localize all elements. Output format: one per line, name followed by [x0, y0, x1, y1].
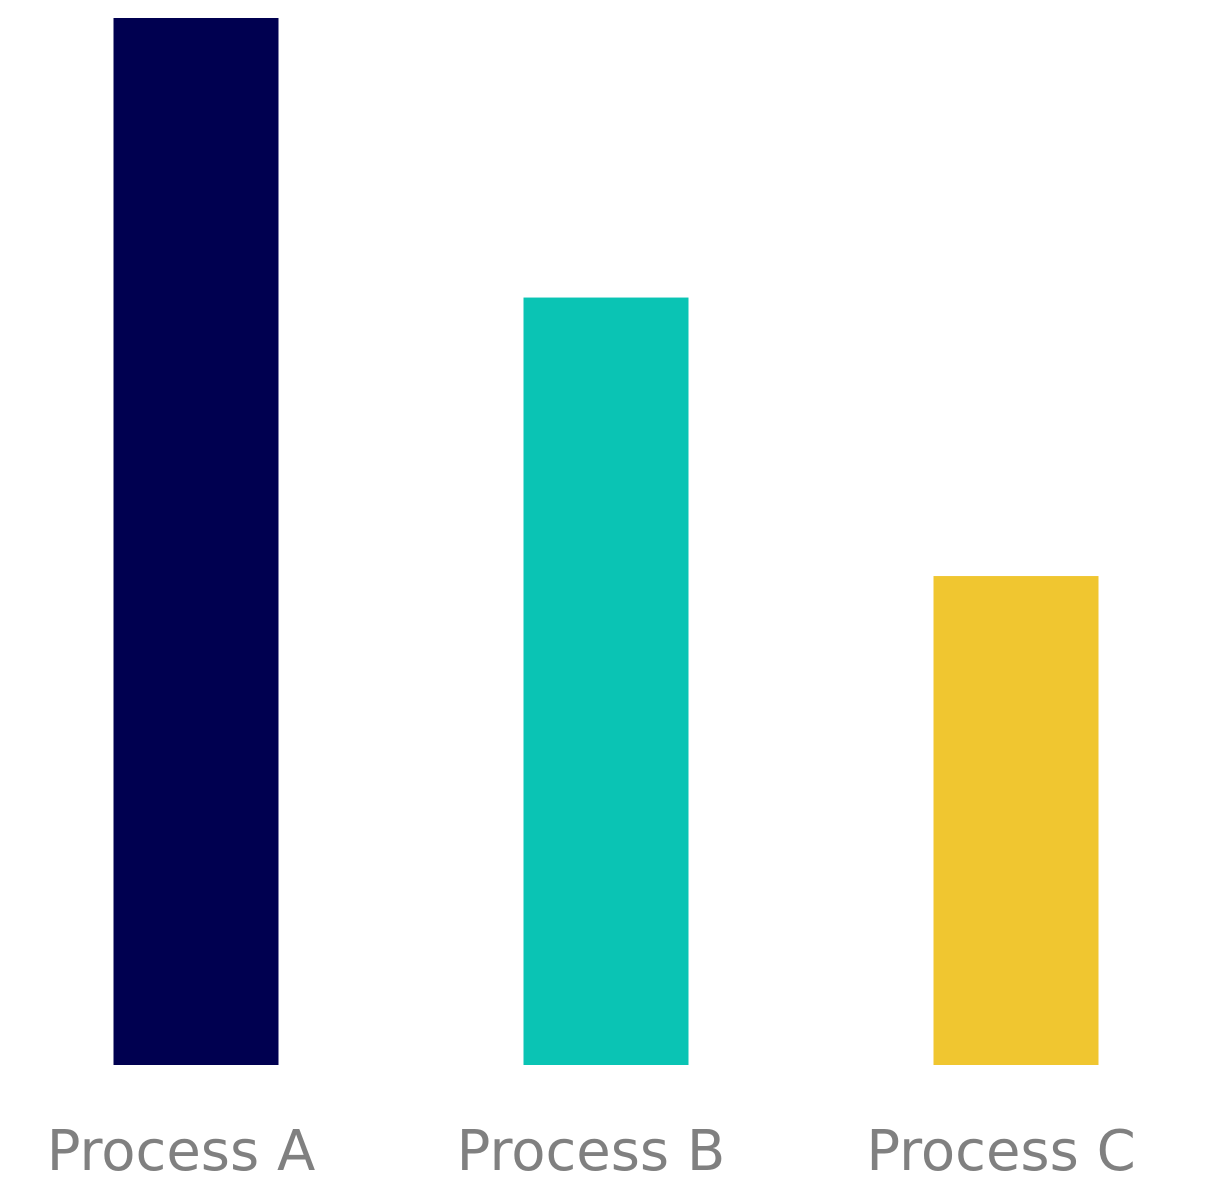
bar-process-c [933, 576, 1099, 1065]
bar-process-a [113, 18, 279, 1065]
x-tick-label-process-b: Process B [457, 1119, 726, 1178]
category-labels-group: Process A Process B Process C [47, 1119, 1136, 1178]
bars-group [113, 18, 1099, 1065]
bar-process-b [523, 297, 689, 1065]
x-tick-label-process-a: Process A [47, 1119, 316, 1178]
x-tick-label-process-c: Process C [866, 1119, 1135, 1178]
